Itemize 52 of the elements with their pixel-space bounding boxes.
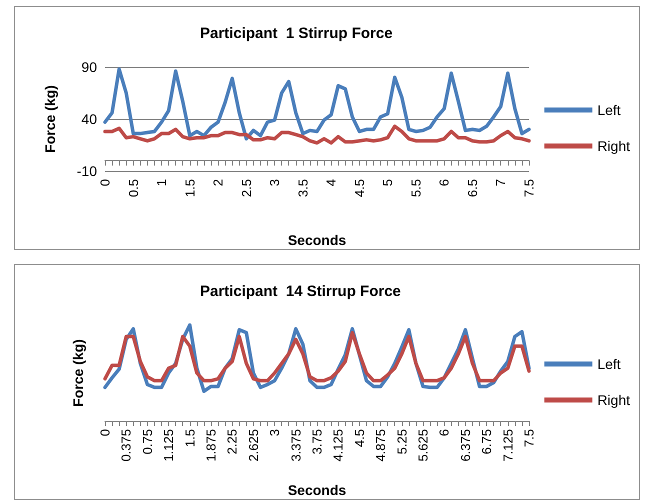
x-tick-label: 3	[267, 429, 282, 436]
x-tick-label: 4	[324, 179, 339, 186]
y-axis-title: Force (kg)	[70, 339, 86, 407]
x-tick-label: 4.125	[330, 429, 346, 462]
x-tick-label: 6.5	[464, 179, 480, 198]
x-tick-label: 0	[98, 429, 112, 436]
x-tick-label: 4.5	[352, 429, 367, 448]
x-tick-label: 6	[436, 429, 452, 436]
chart-title: Participant 14 Stirrup Force	[200, 283, 401, 300]
x-tick-label: 3.5	[295, 179, 310, 198]
y-tick-label: 90	[81, 59, 98, 75]
x-tick-label: 0.75	[140, 429, 155, 454]
x-tick-label: 1.875	[204, 429, 218, 462]
x-tick-label: 4.875	[373, 429, 388, 462]
line-series	[103, 124, 531, 145]
chart-title: Participant 1 Stirrup Force	[200, 25, 393, 42]
x-tick-label: 0.5	[126, 179, 141, 198]
x-tick-label: 6.375	[458, 429, 473, 462]
legend-label: Left	[597, 356, 621, 372]
legend-label: Right	[597, 392, 630, 408]
x-tick-label: 1.125	[161, 429, 176, 462]
x-tick-label: 2.25	[224, 429, 240, 454]
legend-label: Left	[597, 102, 621, 118]
x-tick-label: 0	[98, 179, 112, 186]
x-axis-title: Seconds	[288, 482, 346, 498]
x-tick-label: 7.5	[522, 179, 536, 198]
x-tick-label: 5.25	[394, 429, 410, 454]
x-tick-label: 5	[380, 179, 396, 186]
y-axis-title: Force (kg)	[42, 85, 58, 153]
x-tick-label: 0.375	[118, 429, 134, 462]
y-tick-label: -10	[76, 163, 98, 179]
x-tick-label: 5.625	[416, 429, 430, 462]
x-tick-label: 3.375	[288, 429, 304, 462]
x-tick-label: 1.5	[182, 429, 198, 448]
x-tick-label: 6.75	[479, 429, 494, 454]
y-tick-label: 40	[81, 111, 98, 127]
x-tick-label: 2	[210, 179, 226, 186]
x-tick-label: 7	[493, 179, 508, 186]
x-tick-label: 1.5	[182, 179, 198, 198]
x-tick-label: 2.5	[238, 179, 254, 198]
x-tick-label: 6	[436, 179, 452, 186]
x-tick-label: 5.5	[408, 179, 424, 198]
x-tick-label: 1	[154, 179, 170, 186]
line-series	[103, 67, 531, 141]
x-tick-label: 3	[267, 179, 282, 186]
x-tick-label: 7.125	[500, 429, 516, 462]
x-tick-label: 4.5	[352, 179, 367, 198]
x-tick-label: 2.625	[246, 429, 261, 462]
x-tick-label: 7.5	[522, 429, 536, 448]
legend-label: Right	[597, 138, 630, 154]
x-tick-label: 3.75	[310, 429, 324, 454]
x-axis-title: Seconds	[288, 232, 346, 248]
